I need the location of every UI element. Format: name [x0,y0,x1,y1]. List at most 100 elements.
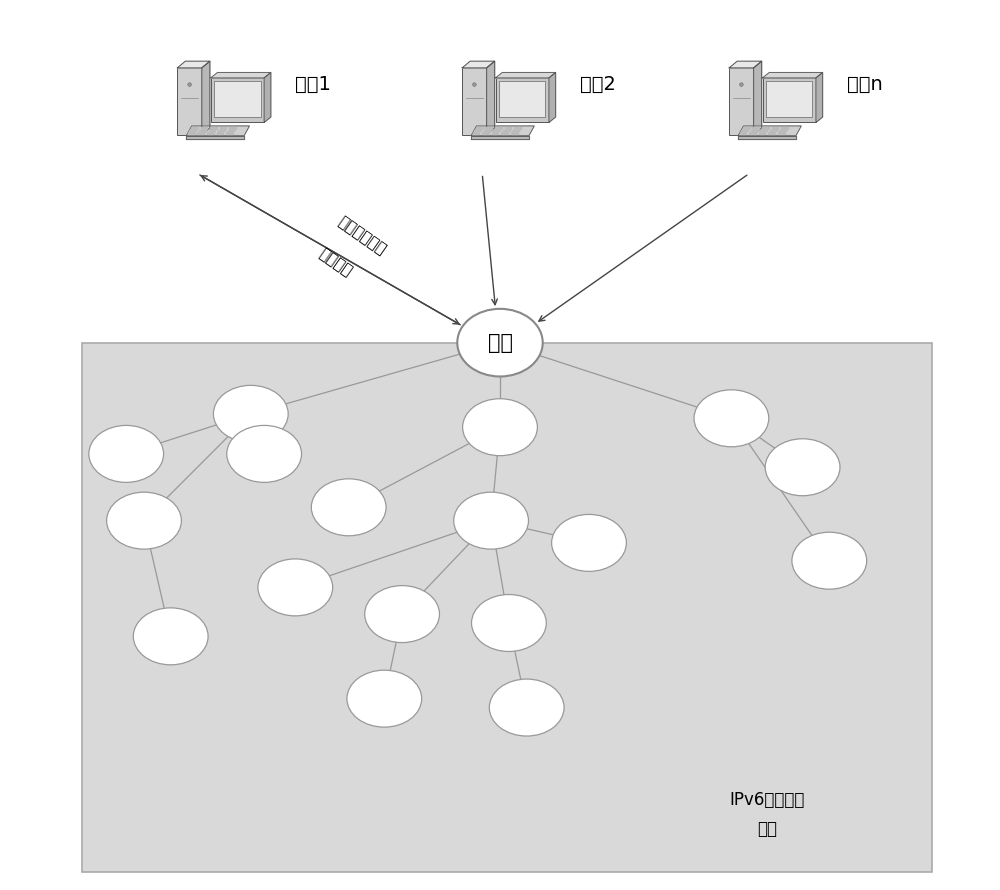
Polygon shape [188,132,195,134]
Polygon shape [484,130,491,132]
Bar [177,68,202,134]
Polygon shape [474,130,481,132]
Ellipse shape [107,492,181,549]
Polygon shape [226,132,233,134]
Polygon shape [471,125,534,135]
Polygon shape [473,132,479,134]
Text: 用户2: 用户2 [580,75,616,94]
Ellipse shape [454,492,528,549]
Polygon shape [186,135,244,139]
Polygon shape [197,132,204,134]
Bar [729,68,754,134]
Circle shape [188,83,191,86]
Polygon shape [503,130,510,132]
Text: 用户注册: 用户注册 [316,246,355,279]
Polygon shape [763,72,823,77]
Polygon shape [781,127,788,129]
Text: IPv6工业无线
网络: IPv6工业无线 网络 [729,790,805,838]
Ellipse shape [347,670,422,727]
Circle shape [473,83,476,86]
Bar [82,343,932,872]
Polygon shape [738,125,801,135]
Polygon shape [505,127,511,129]
Bar [763,77,816,122]
Polygon shape [471,135,529,139]
Polygon shape [186,125,249,135]
Polygon shape [752,127,759,129]
Polygon shape [211,72,271,77]
Polygon shape [512,130,519,132]
Polygon shape [199,130,206,132]
Polygon shape [202,61,210,134]
Polygon shape [751,130,758,132]
Polygon shape [768,132,775,134]
Bar [499,81,545,117]
Polygon shape [462,61,495,68]
Polygon shape [762,127,769,129]
Polygon shape [514,127,521,129]
Polygon shape [779,130,786,132]
Text: 基站: 基站 [488,333,512,352]
Ellipse shape [213,385,288,442]
Polygon shape [493,130,500,132]
Text: 用户n: 用户n [847,75,883,94]
Polygon shape [487,61,495,134]
Ellipse shape [694,390,769,447]
Bar [766,81,812,117]
Ellipse shape [463,399,537,456]
Ellipse shape [765,439,840,496]
Polygon shape [220,127,226,129]
Text: 广播消息下发: 广播消息下发 [335,214,389,258]
Polygon shape [264,72,271,122]
Polygon shape [210,127,217,129]
Polygon shape [485,127,492,129]
Polygon shape [209,130,215,132]
Polygon shape [189,130,196,132]
Ellipse shape [227,425,302,482]
Text: 用户1: 用户1 [295,75,331,94]
Polygon shape [549,72,556,122]
Bar [214,81,261,117]
Ellipse shape [457,309,543,376]
Polygon shape [743,127,750,129]
Polygon shape [770,130,777,132]
Polygon shape [201,127,207,129]
Ellipse shape [792,532,867,589]
Ellipse shape [133,608,208,665]
Polygon shape [741,130,748,132]
Ellipse shape [552,514,626,571]
Polygon shape [217,132,223,134]
Ellipse shape [311,479,386,536]
Bar [462,68,487,134]
Polygon shape [492,132,498,134]
Polygon shape [501,132,508,134]
Polygon shape [229,127,236,129]
Bar [211,77,264,122]
Circle shape [740,83,743,86]
Polygon shape [191,127,198,129]
Polygon shape [511,132,518,134]
Polygon shape [496,72,556,77]
Polygon shape [749,132,756,134]
Polygon shape [228,130,234,132]
Polygon shape [738,135,796,139]
Ellipse shape [258,559,333,616]
Polygon shape [760,130,767,132]
Polygon shape [778,132,785,134]
Polygon shape [754,61,762,134]
Ellipse shape [89,425,164,482]
Polygon shape [759,132,765,134]
Polygon shape [177,61,210,68]
Polygon shape [218,130,225,132]
Polygon shape [476,127,483,129]
Polygon shape [207,132,214,134]
Polygon shape [816,72,823,122]
Bar [496,77,549,122]
Polygon shape [740,132,746,134]
Ellipse shape [365,586,439,643]
Polygon shape [729,61,762,68]
Polygon shape [495,127,502,129]
Polygon shape [772,127,778,129]
Polygon shape [482,132,489,134]
Ellipse shape [472,595,546,651]
